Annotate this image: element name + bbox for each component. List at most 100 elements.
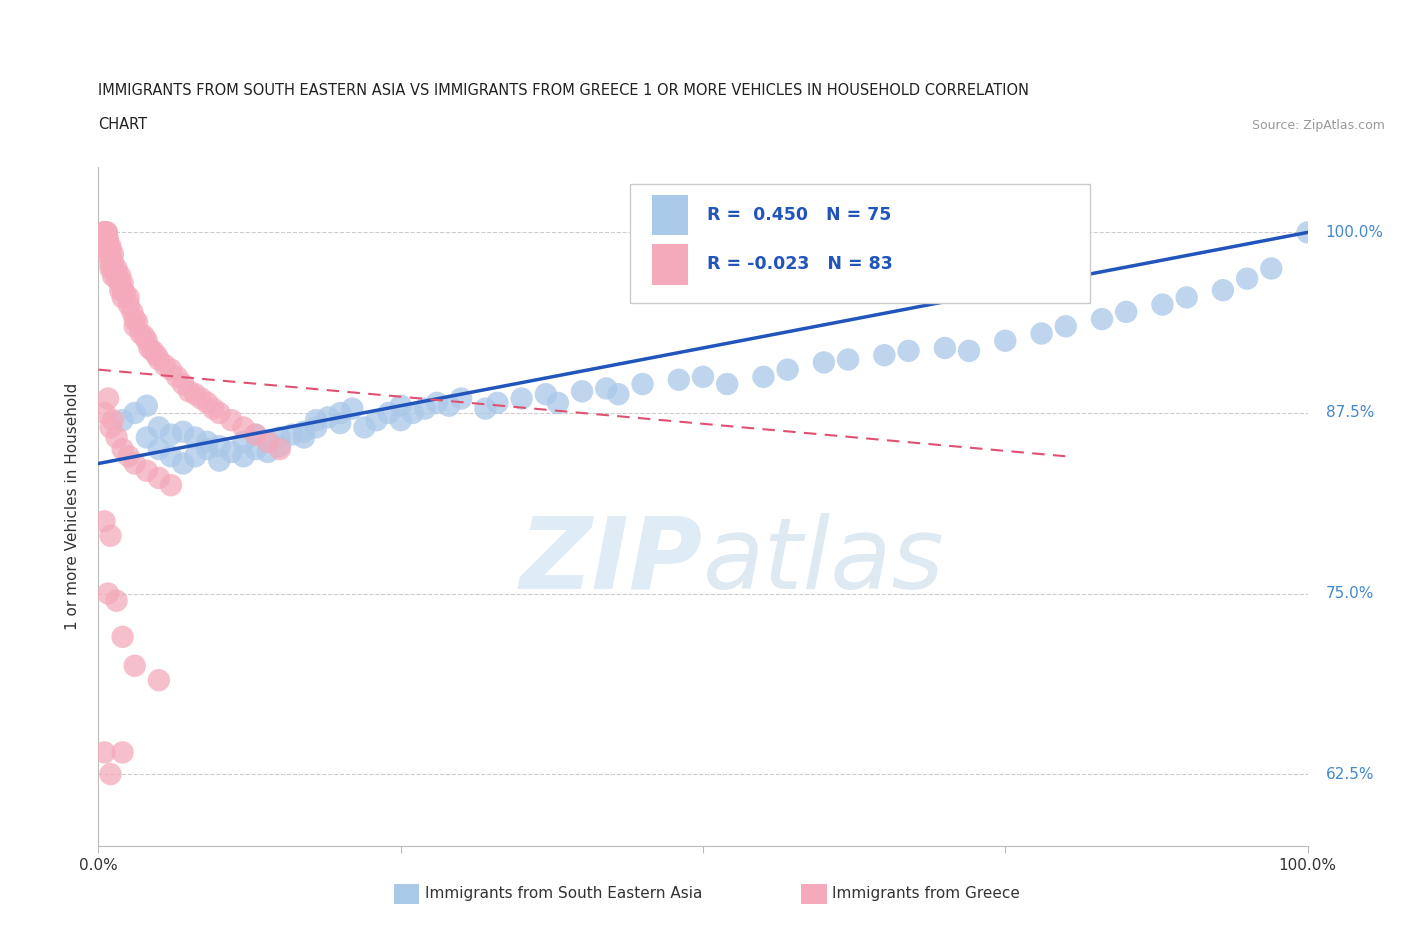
Point [108, 268, 131, 283]
Text: 62.5%: 62.5% [1326, 766, 1374, 781]
Point [245, 427, 267, 442]
Point [129, 326, 152, 341]
Point [256, 445, 278, 459]
Point [389, 413, 412, 428]
Point [93, 225, 115, 240]
Point [124, 456, 146, 471]
Point [716, 377, 738, 392]
Point [172, 456, 194, 471]
Point [547, 395, 569, 410]
Point [97, 236, 120, 251]
Point [135, 398, 157, 413]
Point [100, 251, 122, 266]
Point [184, 430, 207, 445]
Point [1031, 326, 1053, 341]
Point [897, 343, 920, 358]
Point [994, 333, 1017, 348]
Point [172, 424, 194, 439]
Point [166, 369, 188, 384]
Point [177, 384, 201, 399]
Point [668, 372, 690, 387]
Point [111, 290, 134, 305]
Point [114, 286, 136, 300]
Point [96, 232, 118, 247]
Point [474, 401, 496, 416]
Point [1091, 312, 1114, 326]
Point [100, 420, 122, 435]
Point [184, 387, 207, 402]
Point [111, 442, 134, 457]
Point [190, 392, 212, 406]
Point [93, 225, 115, 240]
Point [118, 449, 141, 464]
Point [256, 434, 278, 449]
Point [571, 384, 593, 399]
Text: Immigrants from Greece: Immigrants from Greece [832, 886, 1021, 901]
Point [148, 672, 170, 687]
Text: atlas: atlas [703, 512, 945, 610]
Point [292, 430, 315, 445]
Point [1152, 298, 1174, 312]
Point [96, 225, 118, 240]
Point [402, 405, 425, 420]
Point [172, 377, 194, 392]
Point [105, 430, 128, 445]
Point [316, 410, 339, 425]
Point [100, 528, 122, 543]
Point [153, 358, 176, 373]
Point [138, 340, 160, 355]
Y-axis label: 1 or more Vehicles in Household: 1 or more Vehicles in Household [65, 383, 80, 631]
Point [1175, 290, 1198, 305]
Point [93, 745, 115, 760]
Point [93, 514, 115, 529]
Point [292, 424, 315, 439]
Point [105, 272, 128, 286]
Point [135, 430, 157, 445]
Point [96, 228, 118, 243]
Point [100, 239, 122, 254]
Point [305, 420, 328, 435]
Text: 75.0%: 75.0% [1326, 586, 1374, 601]
Point [124, 319, 146, 334]
Point [256, 434, 278, 449]
Point [100, 243, 122, 258]
Point [342, 401, 364, 416]
Point [101, 261, 124, 276]
Text: 87.5%: 87.5% [1326, 405, 1374, 420]
Point [121, 304, 143, 319]
Point [195, 395, 218, 410]
Point [108, 283, 131, 298]
Point [232, 420, 254, 435]
Point [160, 449, 183, 464]
Point [1296, 225, 1319, 240]
Point [510, 392, 533, 406]
FancyBboxPatch shape [630, 184, 1090, 303]
Point [97, 243, 120, 258]
Point [366, 413, 388, 428]
Point [97, 586, 120, 601]
Point [97, 232, 120, 247]
Point [873, 348, 896, 363]
Point [208, 453, 231, 468]
Point [148, 420, 170, 435]
Point [221, 413, 243, 428]
Point [145, 348, 167, 363]
Point [437, 398, 460, 413]
Point [111, 275, 134, 290]
Point [100, 766, 122, 781]
Point [269, 442, 291, 457]
Point [96, 246, 118, 261]
Point [105, 593, 128, 608]
Point [631, 377, 654, 392]
Point [1054, 319, 1077, 334]
Point [148, 442, 170, 457]
Point [208, 439, 231, 454]
Bar [652, 194, 689, 235]
Point [100, 257, 122, 272]
Point [692, 369, 714, 384]
Point [232, 449, 254, 464]
Point [269, 430, 291, 445]
Point [134, 329, 156, 344]
Point [195, 442, 218, 457]
Point [426, 395, 449, 410]
